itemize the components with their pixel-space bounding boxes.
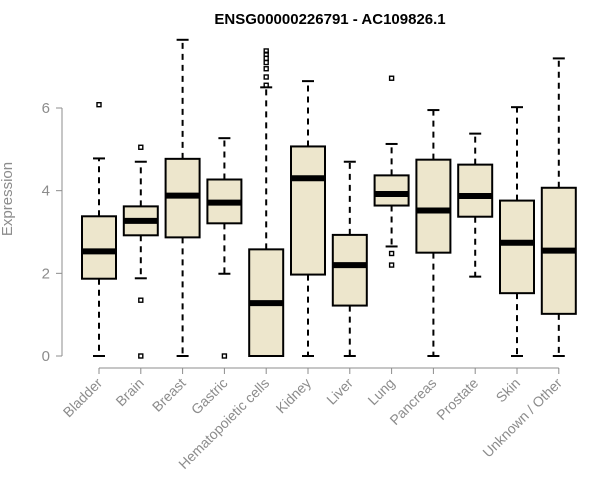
- box-group-hematopoietic-cells: [248, 48, 285, 357]
- iqr-box: [331, 233, 368, 307]
- outlier-point: [263, 82, 269, 88]
- box-group-bladder: [81, 101, 117, 357]
- x-tick-label: Bladder: [60, 375, 106, 421]
- boxes-layer: [81, 38, 577, 359]
- iqr-box: [499, 199, 535, 295]
- box-group-skin: [499, 106, 535, 357]
- iqr-box: [290, 145, 326, 276]
- outlier-point: [263, 55, 269, 62]
- outlier-point: [221, 353, 228, 359]
- y-tick-label: 2: [42, 265, 50, 282]
- outlier-point: [263, 59, 269, 66]
- box-group-breast: [164, 38, 201, 357]
- outlier-point: [388, 262, 395, 268]
- outlier-point: [263, 66, 269, 72]
- outlier-point: [388, 75, 395, 81]
- chart-title: ENSG00000226791 - AC109826.1: [214, 11, 445, 28]
- box-group-unknown-other: [540, 57, 577, 357]
- x-tick-label: Unknown / Other: [479, 375, 565, 461]
- box-group-prostate: [457, 132, 494, 278]
- box-group-brain: [122, 144, 159, 359]
- y-tick-label: 0: [42, 348, 50, 365]
- iqr-box: [81, 215, 117, 280]
- outlier-point: [388, 250, 395, 257]
- y-tick-label: 4: [42, 183, 50, 200]
- outlier-point: [138, 353, 144, 359]
- box-group-liver: [331, 160, 368, 357]
- outlier-point: [138, 297, 144, 303]
- box-group-kidney: [290, 80, 326, 357]
- box-group-gastric: [206, 137, 243, 359]
- x-tick-label: Liver: [323, 375, 356, 408]
- box-group-pancreas: [415, 109, 452, 357]
- x-tick-label: Brain: [112, 375, 146, 409]
- box-group-lung: [373, 75, 410, 268]
- outlier-point: [263, 74, 269, 80]
- outlier-point: [138, 144, 144, 150]
- x-tick-label: Kidney: [273, 375, 315, 417]
- iqr-box: [373, 174, 410, 207]
- x-tick-label: Prostate: [433, 375, 481, 423]
- outlier-point: [263, 48, 269, 54]
- iqr-box: [415, 158, 452, 254]
- x-tick-label: Breast: [149, 375, 189, 415]
- y-axis-label: Expression: [0, 162, 16, 236]
- outlier-point: [96, 101, 102, 108]
- iqr-box: [457, 163, 494, 218]
- x-tick-label: Skin: [493, 375, 524, 406]
- y-axis: 0 2 4 6: [42, 100, 63, 365]
- y-tick-label: 6: [42, 100, 50, 117]
- x-tick-label: Lung: [364, 375, 397, 408]
